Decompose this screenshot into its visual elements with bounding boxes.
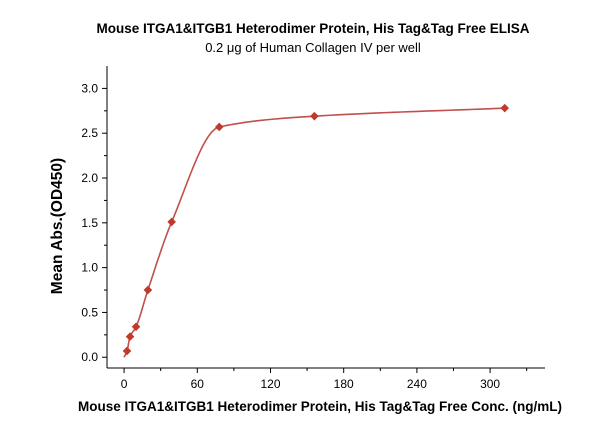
chart-subtitle: 0.2 μg of Human Collagen IV per well xyxy=(205,40,421,55)
x-tick-label: 240 xyxy=(407,377,427,391)
x-tick-label: 120 xyxy=(260,377,280,391)
y-tick-label: 0.0 xyxy=(81,350,98,364)
data-point xyxy=(143,285,153,295)
data-point xyxy=(214,122,224,132)
y-tick-label: 3.0 xyxy=(81,81,98,95)
x-tick-label: 180 xyxy=(334,377,354,391)
fit-curve xyxy=(123,107,505,358)
y-tick-label: 2.5 xyxy=(81,126,98,140)
data-point xyxy=(125,332,135,341)
x-tick-label: 300 xyxy=(480,377,500,391)
x-tick-label: 0 xyxy=(121,377,128,391)
y-tick-label: 1.0 xyxy=(81,261,98,275)
data-point xyxy=(122,346,132,356)
chart-title: Mouse ITGA1&ITGB1 Heterodimer Protein, H… xyxy=(96,21,529,36)
y-axis-ticks: 0.0 0.5 1.0 1.5 2.0 2.5 3.0 xyxy=(81,81,107,364)
x-tick-label: 60 xyxy=(191,377,205,391)
x-axis-ticks: 0 60 120 180 240 300 xyxy=(121,368,528,391)
y-tick-label: 1.5 xyxy=(81,216,98,230)
x-axis-label: Mouse ITGA1&ITGB1 Heterodimer Protein, H… xyxy=(78,399,562,414)
data-point xyxy=(310,111,319,121)
data-point xyxy=(167,217,176,227)
data-point xyxy=(131,322,141,332)
y-tick-label: 0.5 xyxy=(81,305,98,319)
y-axis-label: Mean Abs.(OD450) xyxy=(49,158,66,294)
axes xyxy=(106,66,545,369)
data-points xyxy=(122,103,510,356)
y-tick-label: 2.0 xyxy=(81,171,98,185)
data-point xyxy=(500,103,510,113)
